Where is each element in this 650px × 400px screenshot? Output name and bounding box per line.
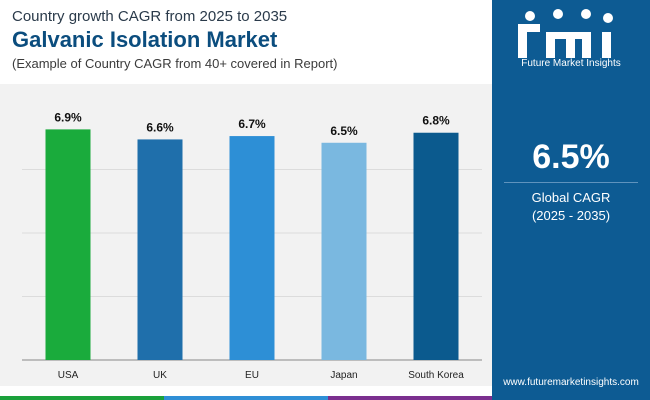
fmi-logo-icon (518, 9, 613, 58)
bar-uk (137, 139, 183, 360)
bar-value-label: 6.8% (422, 114, 450, 128)
global-cagr-label: Global CAGR (2025 - 2035) (492, 189, 650, 225)
bar-value-label: 6.7% (238, 117, 266, 131)
bar-south-korea (413, 132, 459, 360)
bar-chart: 6.9% USA 6.6% UK 6.7% EU 6.5% Japan 6.8% South Ko… (22, 110, 482, 381)
sidebar-panel (492, 0, 650, 400)
x-tick-label: Japan (330, 370, 357, 381)
bar-japan (321, 142, 367, 360)
page-title: Galvanic Isolation Market (12, 27, 278, 52)
global-cagr-value: 6.5% (532, 138, 610, 176)
chart-header: Country growth CAGR from 2025 to 2035 Ga… (0, 0, 492, 84)
header-subtitle-top: Country growth CAGR from 2025 to 2035 (12, 8, 288, 25)
global-cagr-period: (2025 - 2035) (531, 208, 611, 223)
bar-value-label: 6.5% (330, 124, 358, 138)
x-tick-label: USA (58, 370, 79, 381)
header-subtitle: (Example of Country CAGR from 40+ covere… (12, 56, 338, 71)
chart-area: 6.9% USA 6.6% UK 6.7% EU 6.5% Japan 6.8% South Ko… (0, 84, 492, 386)
stat-divider (504, 182, 638, 183)
bar-value-label: 6.6% (146, 120, 174, 134)
footer-segment-purple (328, 396, 492, 400)
x-tick-label: EU (245, 370, 259, 381)
footer-color-bar (0, 396, 492, 400)
logo-text: Future Market Insights (521, 58, 621, 69)
x-tick-label: South Korea (408, 370, 464, 381)
footer-segment-green (0, 396, 164, 400)
x-tick-label: UK (153, 370, 167, 381)
global-cagr-label-line1: Global CAGR (531, 190, 611, 205)
footer-segment-blue (164, 396, 328, 400)
website-link[interactable]: www.futuremarketinsights.com (503, 377, 639, 388)
bar-eu (229, 136, 275, 360)
bar-value-label: 6.9% (54, 110, 82, 124)
bar-usa (45, 129, 91, 360)
